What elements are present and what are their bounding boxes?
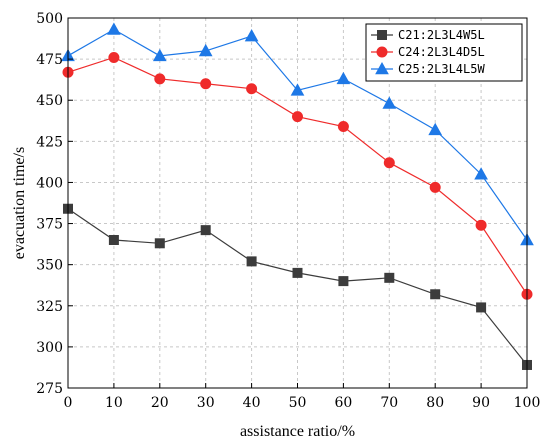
data-point-s2-1 <box>108 51 120 63</box>
data-point-s1-5 <box>292 267 303 278</box>
data-point-s1-2 <box>154 238 165 249</box>
data-point-s3-6 <box>336 71 351 85</box>
data-point-s1-7 <box>384 272 395 283</box>
legend-marker-2 <box>376 46 388 58</box>
data-point-s3-7 <box>382 96 397 109</box>
x-tick-label: 60 <box>334 395 352 411</box>
y-tick-label: 475 <box>36 52 63 68</box>
x-tick-label: 10 <box>105 395 123 411</box>
data-point-s2-2 <box>154 73 166 85</box>
y-axis-label: evacuation time/s <box>11 147 28 259</box>
data-point-s3-3 <box>198 43 213 57</box>
data-point-s2-4 <box>246 83 258 95</box>
x-tick-label: 80 <box>426 395 444 411</box>
data-point-s1-8 <box>430 289 441 300</box>
legend-marker-3 <box>375 61 389 75</box>
data-point-s2-9 <box>475 219 487 231</box>
legend: C21:2L3L4W5L C24:2L3L4D5L C25:2L3L4L5W <box>365 23 523 82</box>
data-point-s1-4 <box>246 256 257 267</box>
data-point-s3-1 <box>107 22 121 35</box>
y-tick-label: 450 <box>36 93 63 109</box>
legend-label-3: C25:2L3L4L5W <box>398 62 485 76</box>
y-axis-ticks: 275 300 325 350 375 400 425 450 475 500 <box>36 11 73 397</box>
data-point-s3-2 <box>152 48 167 62</box>
y-tick-label: 325 <box>36 299 63 315</box>
x-tick-label: 100 <box>514 395 541 411</box>
legend-marker-1 <box>377 30 387 40</box>
data-point-s1-9 <box>476 302 487 313</box>
y-tick-label: 375 <box>36 217 63 233</box>
data-point-s2-7 <box>383 157 395 169</box>
data-point-s2-8 <box>429 181 441 193</box>
data-point-s2-3 <box>200 78 212 90</box>
x-tick-label: 30 <box>197 395 215 411</box>
data-point-s1-3 <box>200 225 211 236</box>
x-tick-label: 20 <box>151 395 169 411</box>
data-point-s2-5 <box>292 111 303 123</box>
x-tick-label: 90 <box>472 395 490 411</box>
legend-label-2: C24:2L3L4D5L <box>398 45 485 59</box>
legend-label-1: C21:2L3L4W5L <box>398 28 485 42</box>
y-tick-label: 350 <box>36 258 63 274</box>
data-point-s2-6 <box>337 121 349 133</box>
data-point-s3-9 <box>474 167 488 180</box>
series-line-1 <box>67 208 528 366</box>
y-tick-label: 300 <box>36 340 63 356</box>
y-tick-label: 400 <box>36 175 63 191</box>
y-tick-label: 425 <box>36 134 63 150</box>
data-point-s3-4 <box>244 29 259 42</box>
data-point-s1-6 <box>338 276 349 287</box>
x-tick-label: 0 <box>64 395 73 411</box>
data-point-s1-1 <box>108 235 119 245</box>
x-axis-ticks: 0 10 20 30 40 50 60 70 80 90 100 <box>64 383 541 411</box>
data-point-s3-5 <box>290 83 305 96</box>
y-tick-label: 275 <box>36 381 63 397</box>
x-tick-label: 70 <box>380 395 398 411</box>
x-tick-label: 40 <box>243 395 261 411</box>
x-tick-label: 50 <box>289 395 307 411</box>
y-tick-label: 500 <box>36 11 63 27</box>
x-axis-label: assistance ratio/% <box>240 423 355 440</box>
data-point-s3-8 <box>428 122 443 136</box>
